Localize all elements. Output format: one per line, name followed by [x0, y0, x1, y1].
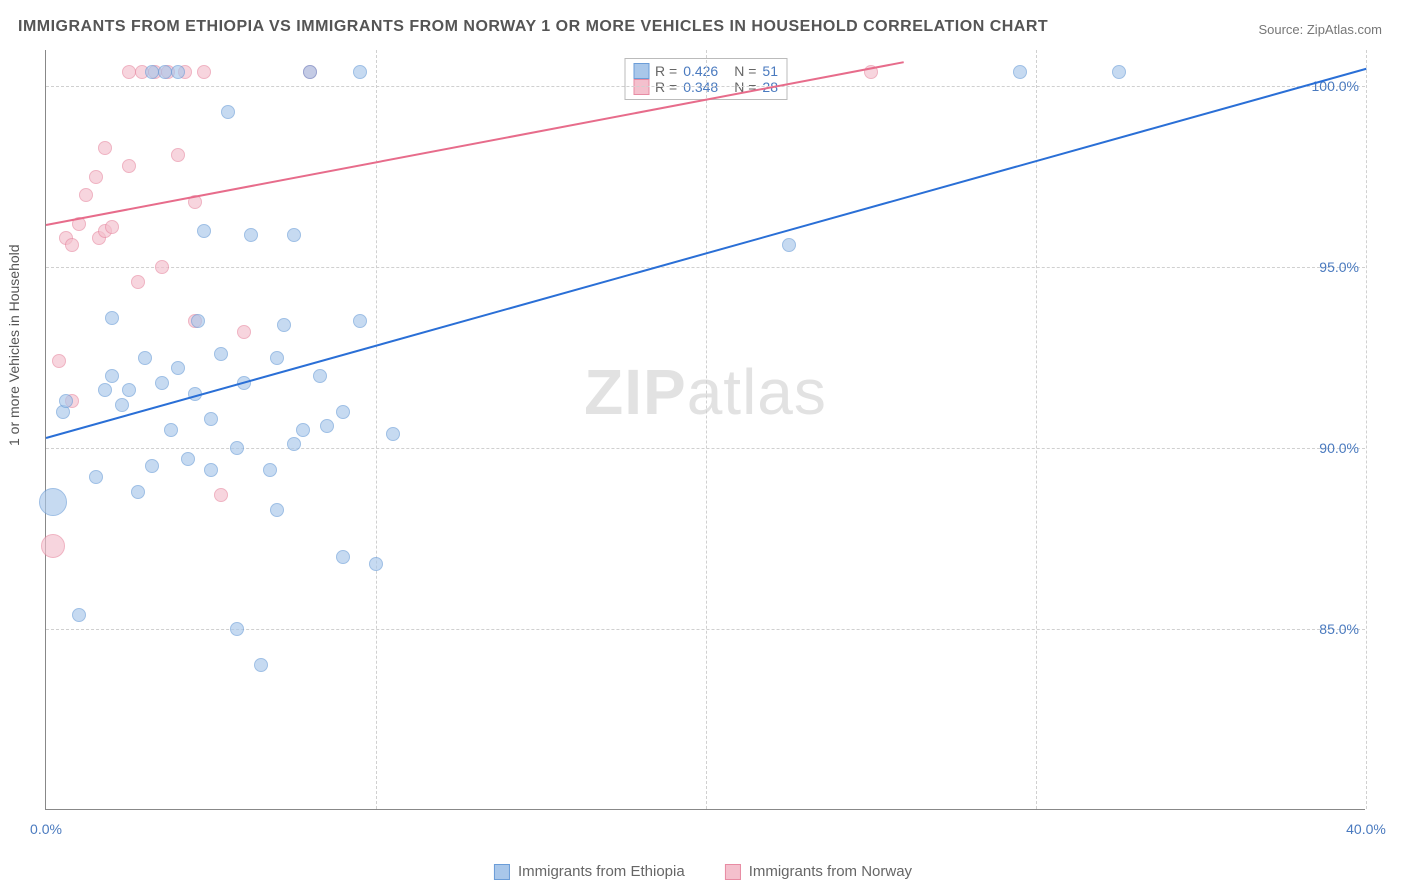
point-ethiopia [320, 419, 334, 433]
point-ethiopia [197, 224, 211, 238]
y-tick-label: 95.0% [1319, 259, 1359, 275]
point-ethiopia [191, 314, 205, 328]
point-norway [131, 275, 145, 289]
point-ethiopia [98, 383, 112, 397]
bottom-legend: Immigrants from Ethiopia Immigrants from… [494, 863, 912, 880]
point-norway [41, 534, 65, 558]
point-norway [122, 159, 136, 173]
point-ethiopia [353, 314, 367, 328]
point-ethiopia [1013, 65, 1027, 79]
point-ethiopia [145, 65, 159, 79]
point-ethiopia [221, 105, 235, 119]
point-norway [89, 170, 103, 184]
point-ethiopia [270, 503, 284, 517]
point-ethiopia [230, 441, 244, 455]
point-ethiopia [164, 423, 178, 437]
swatch-ethiopia [633, 63, 649, 79]
point-norway [155, 260, 169, 274]
point-norway [214, 488, 228, 502]
point-ethiopia [296, 423, 310, 437]
source-label: Source: ZipAtlas.com [1258, 22, 1382, 37]
swatch-norway [725, 864, 741, 880]
point-ethiopia [89, 470, 103, 484]
y-tick-label: 90.0% [1319, 440, 1359, 456]
point-ethiopia [105, 369, 119, 383]
point-ethiopia [39, 488, 67, 516]
legend-label-ethiopia: Immigrants from Ethiopia [518, 863, 685, 880]
point-ethiopia [336, 405, 350, 419]
point-ethiopia [59, 394, 73, 408]
point-ethiopia [782, 238, 796, 252]
chart-title: IMMIGRANTS FROM ETHIOPIA VS IMMIGRANTS F… [18, 18, 1048, 36]
gridline-v [376, 50, 377, 809]
point-ethiopia [204, 412, 218, 426]
point-ethiopia [287, 228, 301, 242]
x-tick-label: 0.0% [30, 821, 62, 837]
point-ethiopia [171, 361, 185, 375]
point-ethiopia [230, 622, 244, 636]
point-ethiopia [122, 383, 136, 397]
point-norway [171, 148, 185, 162]
n-prefix: N = [734, 63, 756, 79]
point-norway [98, 141, 112, 155]
point-norway [197, 65, 211, 79]
point-ethiopia [155, 376, 169, 390]
point-ethiopia [263, 463, 277, 477]
y-tick-label: 85.0% [1319, 621, 1359, 637]
point-ethiopia [204, 463, 218, 477]
gridline-v [706, 50, 707, 809]
plot-area: ZIPatlas R = 0.426 N = 51 R = 0.348 N = … [45, 50, 1365, 810]
r-prefix: R = [655, 63, 677, 79]
point-ethiopia [353, 65, 367, 79]
point-norway [105, 220, 119, 234]
legend-item-norway: Immigrants from Norway [725, 863, 912, 880]
point-ethiopia [386, 427, 400, 441]
point-ethiopia [214, 347, 228, 361]
legend-label-norway: Immigrants from Norway [749, 863, 912, 880]
point-norway [122, 65, 136, 79]
point-ethiopia [303, 65, 317, 79]
point-norway [79, 188, 93, 202]
legend-item-ethiopia: Immigrants from Ethiopia [494, 863, 685, 880]
point-ethiopia [171, 65, 185, 79]
point-ethiopia [158, 65, 172, 79]
point-ethiopia [369, 557, 383, 571]
swatch-ethiopia [494, 864, 510, 880]
point-ethiopia [72, 608, 86, 622]
x-tick-label: 40.0% [1346, 821, 1386, 837]
point-ethiopia [336, 550, 350, 564]
y-axis-label: 1 or more Vehicles in Household [6, 244, 22, 446]
point-ethiopia [287, 437, 301, 451]
point-ethiopia [254, 658, 268, 672]
point-ethiopia [1112, 65, 1126, 79]
gridline-v [1366, 50, 1367, 809]
r-value-ethiopia: 0.426 [683, 63, 718, 79]
point-ethiopia [277, 318, 291, 332]
point-ethiopia [181, 452, 195, 466]
point-ethiopia [313, 369, 327, 383]
point-ethiopia [138, 351, 152, 365]
point-ethiopia [145, 459, 159, 473]
point-norway [52, 354, 66, 368]
point-ethiopia [270, 351, 284, 365]
gridline-v [1036, 50, 1037, 809]
point-norway [65, 238, 79, 252]
n-value-ethiopia: 51 [762, 63, 778, 79]
point-ethiopia [115, 398, 129, 412]
point-ethiopia [244, 228, 258, 242]
point-ethiopia [131, 485, 145, 499]
point-ethiopia [105, 311, 119, 325]
point-norway [237, 325, 251, 339]
